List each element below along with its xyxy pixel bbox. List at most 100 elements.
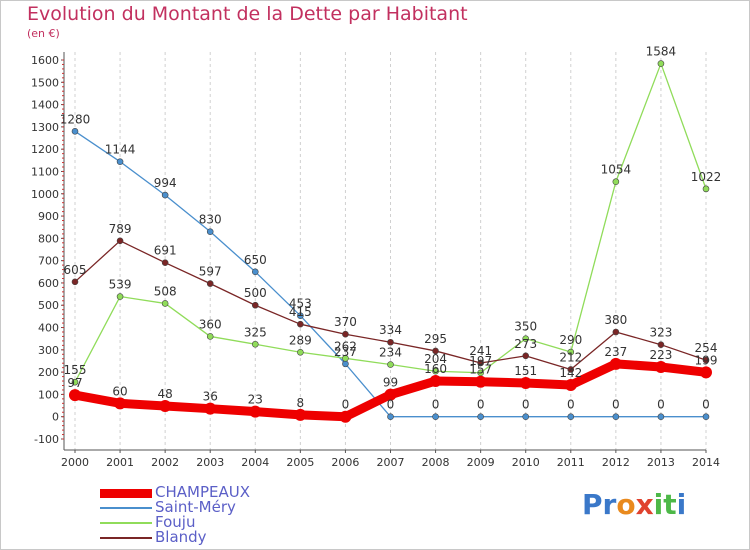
data-label: 273 bbox=[514, 337, 537, 351]
data-point bbox=[297, 348, 304, 356]
data-point bbox=[116, 237, 124, 245]
data-label: 830 bbox=[199, 213, 222, 227]
y-tick-label: 1400 bbox=[31, 99, 59, 112]
data-label: 1280 bbox=[60, 112, 91, 126]
y-tick-label: 1600 bbox=[31, 54, 59, 67]
data-label: 334 bbox=[379, 323, 402, 337]
plot-area bbox=[64, 52, 706, 450]
data-label: 204 bbox=[424, 352, 447, 366]
data-point bbox=[387, 338, 394, 346]
legend-label: Blandy bbox=[155, 528, 207, 546]
y-tick-label: 1100 bbox=[31, 165, 59, 178]
x-tick-label: 2009 bbox=[467, 456, 495, 469]
x-tick-label: 2005 bbox=[286, 456, 314, 469]
data-label: 237 bbox=[334, 345, 357, 359]
data-point bbox=[297, 320, 304, 328]
data-label: 290 bbox=[559, 333, 582, 347]
legend-label: CHAMPEAUX bbox=[155, 483, 250, 501]
data-point bbox=[429, 375, 442, 388]
y-tick-label: 1000 bbox=[31, 188, 59, 201]
data-label: 237 bbox=[604, 345, 627, 359]
data-point bbox=[206, 333, 214, 340]
data-label: 234 bbox=[379, 346, 402, 360]
x-tick-label: 2004 bbox=[241, 456, 269, 469]
y-tick-label: 300 bbox=[38, 344, 59, 357]
data-label: 1144 bbox=[105, 143, 136, 157]
data-point bbox=[69, 389, 81, 402]
data-point bbox=[519, 377, 532, 390]
data-point bbox=[612, 178, 620, 186]
data-label: 36 bbox=[203, 390, 218, 404]
chart-title: Evolution du Montant de la Dette par Hab… bbox=[27, 3, 468, 25]
data-point bbox=[567, 366, 575, 373]
x-tick-label: 2002 bbox=[151, 456, 179, 469]
data-point bbox=[161, 300, 169, 307]
logo-letter: i bbox=[676, 488, 687, 521]
data-label: 160 bbox=[424, 362, 447, 376]
data-point bbox=[474, 375, 487, 388]
data-point bbox=[657, 341, 665, 348]
x-tick-label: 2003 bbox=[196, 456, 224, 469]
data-label: 97 bbox=[67, 376, 82, 390]
data-point bbox=[477, 359, 484, 367]
data-label: 360 bbox=[199, 317, 222, 331]
data-label: 48 bbox=[158, 387, 173, 401]
data-point bbox=[339, 410, 352, 423]
data-label: 691 bbox=[154, 244, 177, 258]
y-tick-label: 600 bbox=[38, 277, 59, 290]
data-point bbox=[477, 413, 484, 421]
data-label: 151 bbox=[514, 364, 537, 378]
logo-letter: x bbox=[635, 488, 654, 521]
proxiti-logo: Proxiti bbox=[582, 488, 686, 521]
data-point bbox=[432, 347, 439, 355]
logo-letter: r bbox=[602, 488, 617, 521]
data-label: 289 bbox=[289, 333, 312, 347]
data-point bbox=[251, 340, 259, 348]
data-label: 0 bbox=[612, 398, 620, 412]
data-label: 605 bbox=[64, 263, 87, 277]
data-point bbox=[612, 328, 620, 336]
y-tick-label: 1300 bbox=[31, 121, 59, 134]
legend-swatch bbox=[100, 537, 152, 539]
data-point bbox=[251, 301, 259, 309]
data-label: 197 bbox=[469, 354, 492, 368]
data-label: 1584 bbox=[646, 45, 677, 59]
data-point bbox=[567, 348, 575, 356]
data-point bbox=[567, 413, 575, 421]
y-tick-label: 800 bbox=[38, 232, 59, 245]
data-label: 1054 bbox=[601, 163, 632, 177]
data-point bbox=[161, 191, 169, 199]
legend-label: Saint-Méry bbox=[155, 498, 236, 516]
data-point bbox=[522, 352, 530, 360]
data-label: 157 bbox=[469, 363, 492, 377]
data-point bbox=[297, 312, 304, 320]
data-point bbox=[114, 397, 127, 410]
data-label: 0 bbox=[567, 398, 575, 412]
logo-letter: t bbox=[663, 488, 677, 521]
logo-letter: o bbox=[616, 488, 636, 521]
x-tick-label: 2008 bbox=[422, 456, 450, 469]
data-label: 8 bbox=[297, 396, 305, 410]
data-label: 508 bbox=[154, 284, 177, 298]
data-point bbox=[700, 366, 712, 379]
data-label: 212 bbox=[559, 350, 582, 364]
x-tick-label: 2007 bbox=[377, 456, 405, 469]
data-point bbox=[609, 357, 622, 370]
y-tick-label: 1200 bbox=[31, 143, 59, 156]
x-tick-label: 2013 bbox=[647, 456, 675, 469]
data-point bbox=[612, 413, 620, 421]
data-label: 0 bbox=[387, 398, 395, 412]
data-point bbox=[342, 330, 349, 338]
y-tick-label: 900 bbox=[38, 210, 59, 223]
chart-subtitle: (en €) bbox=[27, 27, 60, 40]
data-point bbox=[294, 408, 307, 421]
legend-label: Fouju bbox=[155, 513, 196, 531]
data-label: 0 bbox=[522, 398, 530, 412]
data-point bbox=[387, 361, 394, 368]
data-point bbox=[71, 278, 79, 286]
data-label: 500 bbox=[244, 286, 267, 300]
data-label: 199 bbox=[695, 353, 718, 367]
data-label: 0 bbox=[477, 398, 485, 412]
data-label: 370 bbox=[334, 315, 357, 329]
